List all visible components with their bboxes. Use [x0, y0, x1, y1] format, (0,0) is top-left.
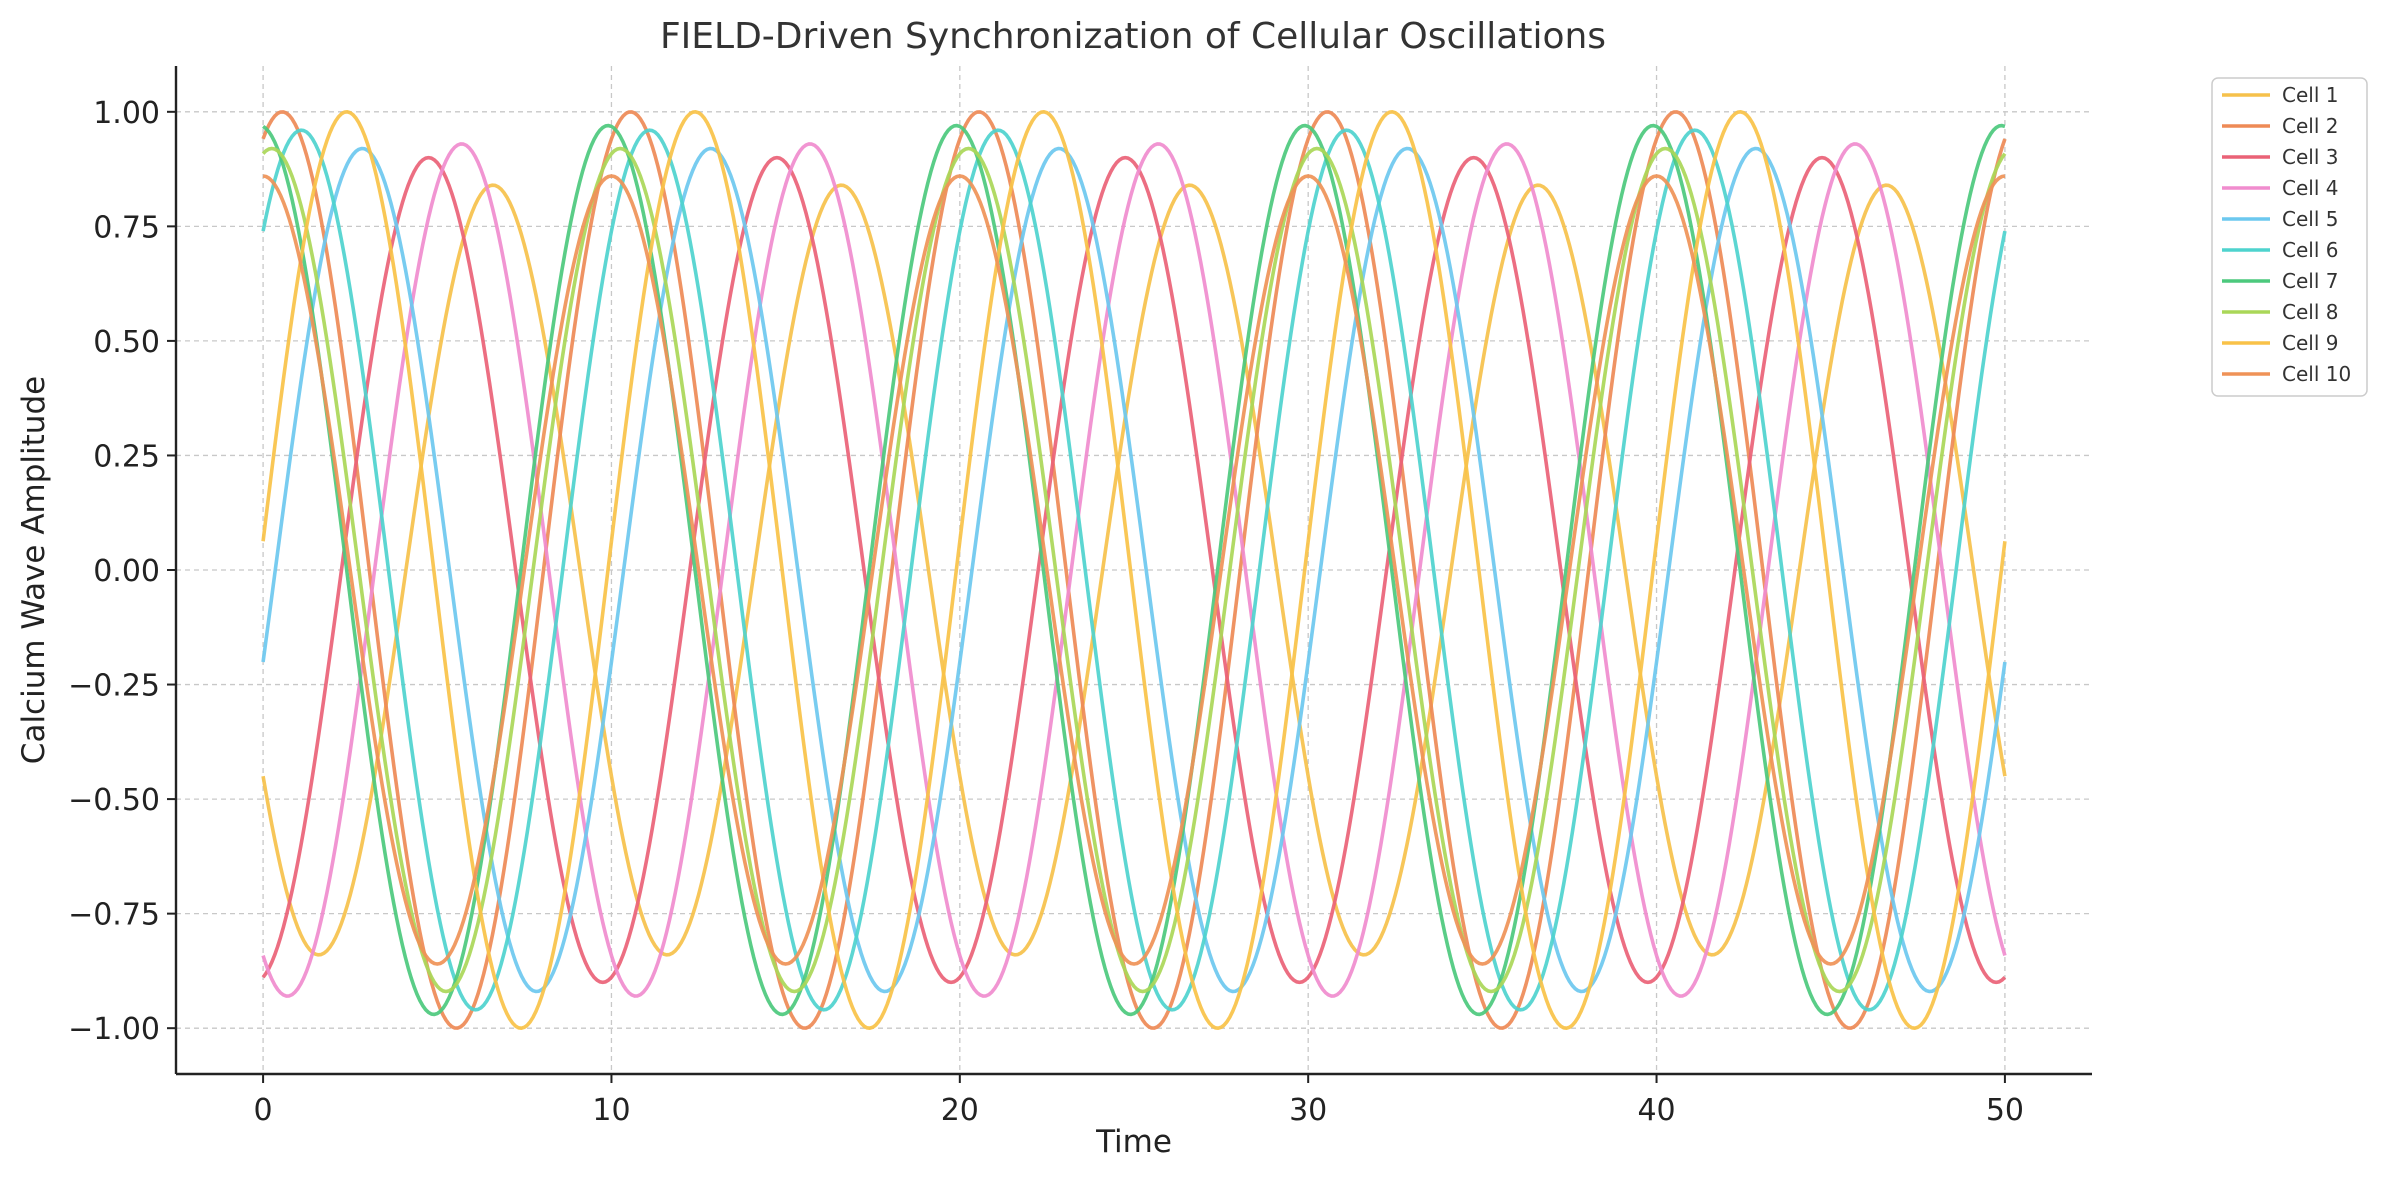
series-line-cell-3: [261, 155, 2007, 985]
legend-label: Cell 10: [2282, 362, 2351, 386]
series-line-cell-8: [261, 146, 2007, 994]
y-tick-label: −1.00: [68, 1012, 160, 1047]
legend-label: Cell 1: [2282, 83, 2338, 107]
y-tick-label: 1.00: [93, 96, 160, 131]
x-ticks: 0 10 20 30 40 50: [254, 1074, 2024, 1128]
series-line-cell-4: [261, 142, 2007, 998]
y-tick-label: −0.50: [68, 783, 160, 818]
y-tick-label: 0.25: [93, 439, 160, 474]
x-tick-label: 40: [1637, 1093, 1675, 1128]
series-line-cell-2: [261, 110, 2007, 1030]
legend-label: Cell 9: [2282, 331, 2338, 355]
legend-label: Cell 8: [2282, 300, 2338, 324]
x-tick-label: 10: [592, 1093, 630, 1128]
legend-label: Cell 6: [2282, 238, 2338, 262]
legend-label: Cell 3: [2282, 145, 2338, 169]
series-lines: [261, 110, 2007, 1030]
x-axis-label: Time: [1095, 1124, 1172, 1160]
chart-title: FIELD-Driven Synchronization of Cellular…: [660, 16, 1606, 57]
legend-label: Cell 4: [2282, 176, 2338, 200]
x-tick-label: 20: [941, 1093, 979, 1128]
y-tick-label: 0.00: [93, 554, 160, 589]
x-tick-label: 50: [1986, 1093, 2024, 1128]
series-line-cell-5: [261, 146, 2007, 994]
legend-label: Cell 2: [2282, 114, 2338, 138]
y-axis-label: Calcium Wave Amplitude: [16, 376, 52, 764]
legend-label: Cell 7: [2282, 269, 2338, 293]
x-tick-label: 0: [254, 1093, 273, 1128]
y-tick-label: −0.75: [68, 898, 160, 933]
series-line-cell-10: [262, 174, 2006, 966]
series-line-cell-9: [261, 110, 2007, 1030]
y-ticks: 1.00 0.75 0.50 0.25 0.00 −0.25 −0.50 −0.75 −1.00: [68, 96, 176, 1047]
legend: Cell 1 Cell 2 Cell 3 Cell 4 Cell 5 Cell 6 Cell…: [2211, 77, 2368, 397]
x-tick-label: 30: [1289, 1093, 1327, 1128]
legend-label: Cell 5: [2282, 207, 2338, 231]
y-tick-label: 0.50: [93, 325, 160, 360]
y-tick-label: 0.75: [93, 210, 160, 245]
legend-items: Cell 1 Cell 2 Cell 3 Cell 4 Cell 5 Cell 6 Cell…: [2222, 83, 2351, 386]
series-line-cell-1: [261, 183, 2007, 957]
y-tick-label: −0.25: [68, 669, 160, 704]
